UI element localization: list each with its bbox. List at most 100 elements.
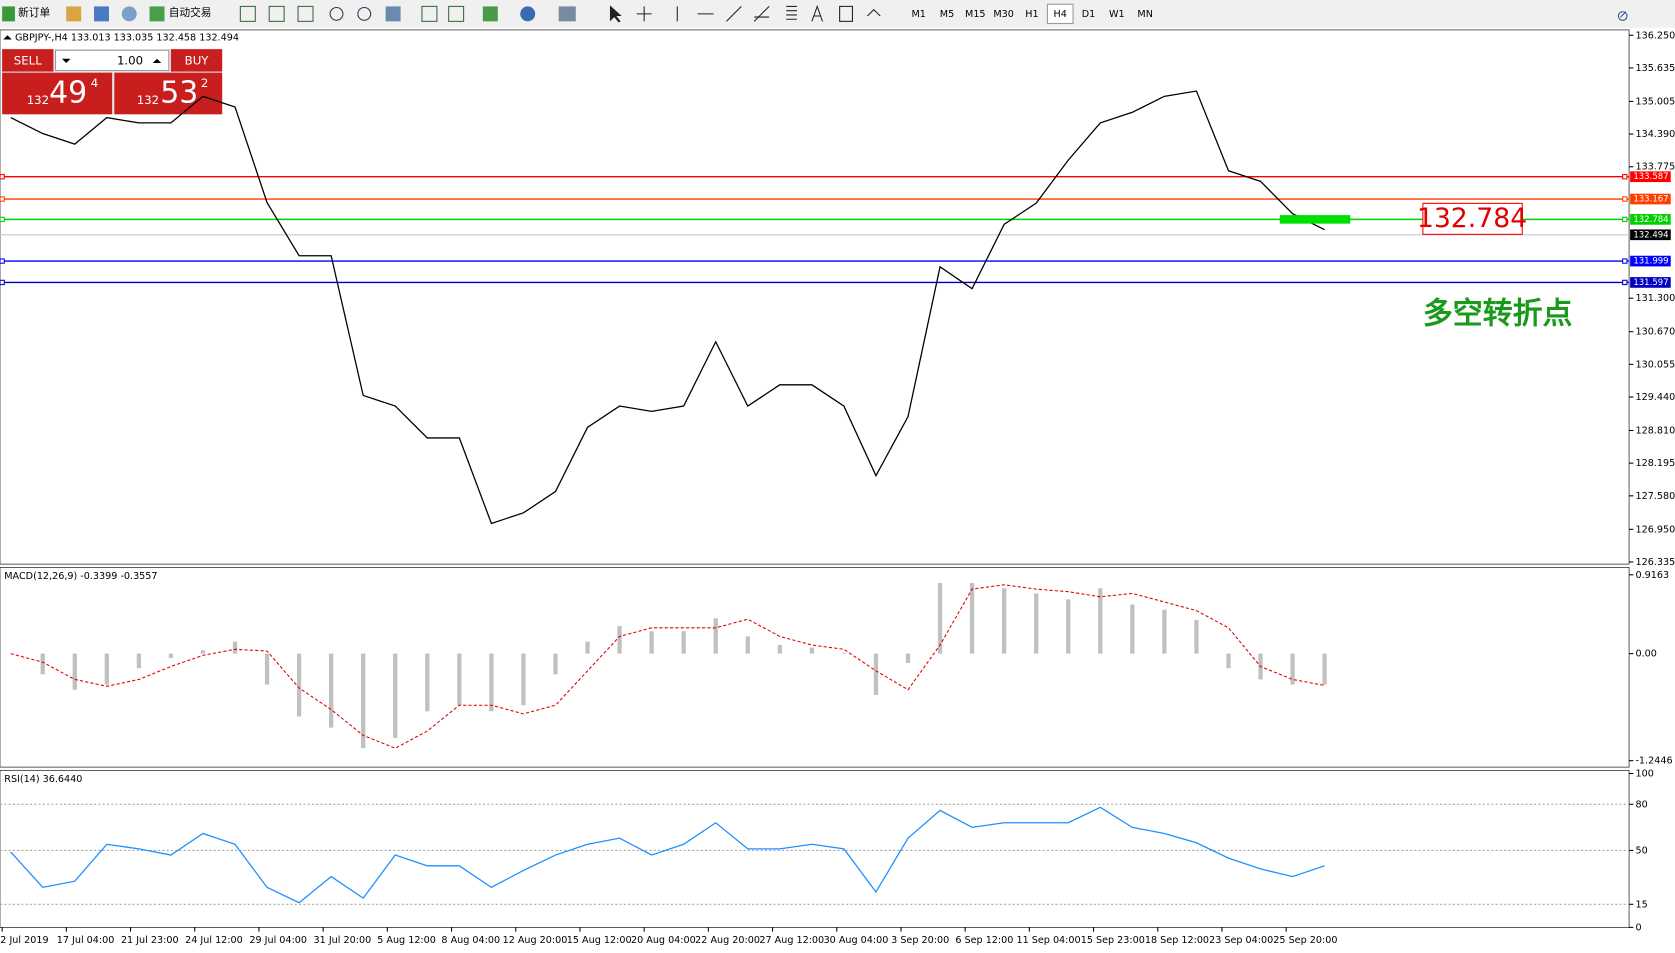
level-handle <box>0 258 5 264</box>
level-handle <box>1622 174 1628 180</box>
lots-field[interactable] <box>55 49 170 72</box>
level-handle <box>1622 258 1628 264</box>
price-tick-label: 128.195 <box>1635 458 1675 469</box>
toolbar-icon[interactable] <box>94 6 109 22</box>
time-label: 12 Jul 2019 <box>0 935 49 946</box>
price-tick-label: 126.950 <box>1635 524 1675 535</box>
indicators-icon[interactable] <box>482 6 498 22</box>
tool-icon[interactable] <box>385 6 401 22</box>
auto-trading-button[interactable]: 自动交易 <box>169 6 212 19</box>
annotation-price: 132.784 <box>1417 203 1527 234</box>
time-label: 3 Sep 20:00 <box>891 935 949 946</box>
arrows-tool[interactable] <box>867 8 881 17</box>
macd-bar <box>1322 653 1327 685</box>
trendline-tool[interactable] <box>726 6 742 22</box>
lots-up[interactable] <box>152 58 162 64</box>
periods-icon[interactable] <box>520 6 536 22</box>
macd-bar <box>649 631 654 654</box>
lots-value[interactable]: 1.00 <box>117 53 143 67</box>
sell-text[interactable]: SELL <box>14 53 42 67</box>
timeframe-button[interactable]: H4 <box>1054 9 1067 20</box>
time-label: 18 Sep 12:00 <box>1145 935 1209 946</box>
macd-bar <box>296 653 302 717</box>
cursor-tool[interactable] <box>609 5 622 23</box>
label-tool[interactable] <box>839 5 853 22</box>
auto-trading-icon[interactable] <box>149 6 165 22</box>
timeframe-button[interactable]: M5 <box>940 9 954 20</box>
new-order-button[interactable]: 新订单 <box>18 6 50 19</box>
macd-bar <box>1290 653 1295 685</box>
time-label: 23 Sep 04:00 <box>1209 935 1273 946</box>
time-label: 11 Sep 04:00 <box>1017 935 1081 946</box>
macd-bar <box>1002 588 1007 654</box>
collapse-arrow[interactable] <box>3 35 12 40</box>
level-label-bg <box>1630 214 1671 225</box>
sell-button[interactable] <box>2 49 54 72</box>
tool-icon[interactable] <box>239 5 256 22</box>
macd-bar <box>1034 593 1039 654</box>
timeframe-button[interactable]: M15 <box>965 9 986 20</box>
timeframe-button[interactable]: M30 <box>993 9 1014 20</box>
timeframe-button[interactable]: MN <box>1137 9 1152 20</box>
timeframe-button[interactable]: H1 <box>1025 9 1038 20</box>
toolbar-tools <box>239 4 881 23</box>
toolbar-icon[interactable] <box>121 6 137 22</box>
buy-price-box[interactable] <box>114 72 223 115</box>
time-label: 15 Sep 23:00 <box>1081 935 1145 946</box>
macd-tick-label: 0.9163 <box>1635 570 1669 581</box>
price-tick-label: 128.810 <box>1635 425 1675 436</box>
rsi-tick-label: 80 <box>1635 799 1647 810</box>
active-timeframe <box>1046 3 1074 25</box>
fibo-tool[interactable] <box>786 5 797 20</box>
price-tick-label: 135.635 <box>1635 63 1675 74</box>
level-handle <box>1622 279 1628 286</box>
level-label: 131.597 <box>1633 278 1668 288</box>
zoom-out[interactable] <box>357 6 372 21</box>
macd-bar <box>777 645 782 654</box>
tool-icon[interactable] <box>297 5 314 22</box>
current-price-bg <box>1630 229 1671 241</box>
search-icon[interactable] <box>1617 11 1628 21</box>
crosshair-tool[interactable] <box>636 6 652 22</box>
price-tick-label: 126.335 <box>1635 557 1675 568</box>
macd-bar <box>232 641 238 654</box>
timeframe-button[interactable]: D1 <box>1082 9 1096 20</box>
macd-bar <box>841 652 847 654</box>
price-tick-label: 134.390 <box>1635 129 1675 140</box>
trade-panel: SELL 1.00 BUY 132 49 4 132 53 2 <box>2 49 223 115</box>
level-label: 131.999 <box>1633 257 1668 267</box>
macd-bar <box>425 653 430 712</box>
templates-icon[interactable] <box>558 6 576 22</box>
text-tool[interactable] <box>811 4 824 22</box>
new-order-icon[interactable] <box>2 6 15 22</box>
price-tick-label: 129.440 <box>1635 392 1675 403</box>
current-price-label: 132.494 <box>1633 230 1668 240</box>
timeframe-button[interactable]: W1 <box>1109 9 1125 20</box>
macd-bar <box>168 653 174 658</box>
time-label: 27 Aug 12:00 <box>759 935 824 946</box>
main-chart <box>0 29 1630 565</box>
tool-icon[interactable] <box>421 5 438 22</box>
tool-icon[interactable] <box>448 5 465 22</box>
buy-button[interactable] <box>170 49 223 72</box>
toolbar-icon[interactable] <box>66 6 82 22</box>
lots-down[interactable] <box>61 58 71 64</box>
price-tick-label: 130.670 <box>1635 327 1675 338</box>
tool-icon[interactable] <box>268 5 285 22</box>
macd-signal <box>10 584 1325 749</box>
sell-price-box[interactable] <box>2 72 113 115</box>
level-label: 133.587 <box>1633 172 1668 182</box>
time-label: 20 Aug 04:00 <box>631 935 696 946</box>
buy-text[interactable]: BUY <box>185 53 210 67</box>
sell-price-big: 132 <box>27 93 49 107</box>
level-handle <box>0 174 5 180</box>
channel-tool[interactable] <box>753 6 770 22</box>
time-label: 21 Jul 23:00 <box>121 935 179 946</box>
macd-bar <box>1226 653 1231 669</box>
zoom-in[interactable] <box>329 6 344 21</box>
timeframe-button[interactable]: M1 <box>911 9 925 20</box>
macd-bar <box>873 653 879 695</box>
level-handle <box>1622 196 1628 202</box>
